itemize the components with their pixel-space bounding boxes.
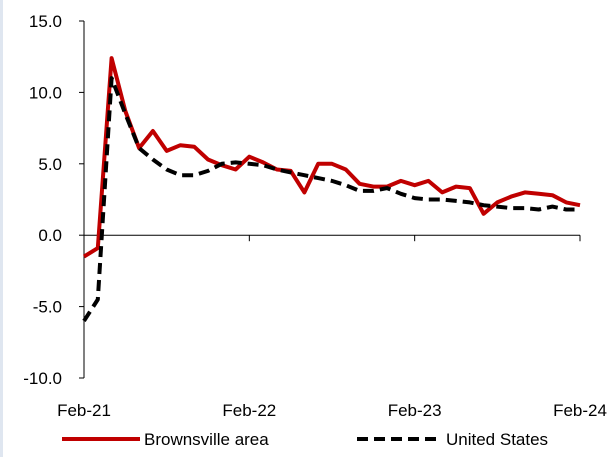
y-tick-label: 15.0 [29, 12, 62, 31]
y-tick-label: 10.0 [29, 83, 62, 102]
y-tick-label: 5.0 [38, 155, 62, 174]
y-tick-label: -10.0 [23, 369, 62, 388]
y-tick-label: 0.0 [38, 226, 62, 245]
x-tick-label: Feb-22 [222, 401, 276, 420]
brownsville-area-line [82, 56, 581, 259]
x-tick-label: Feb-21 [57, 401, 111, 420]
legend-label-brownsville-area: Brownsville area [144, 430, 269, 449]
y-tick-labels: -10.0 -5.0 0.0 5.0 10.0 15.0 [23, 12, 62, 388]
series-lines [82, 56, 581, 322]
legend-label-united-states: United States [446, 430, 548, 449]
x-tick-label: Feb-23 [388, 401, 442, 420]
x-tick-label: Feb-24 [553, 401, 607, 420]
y-tick-label: -5.0 [33, 298, 62, 317]
united-states-line [82, 76, 580, 322]
legend: Brownsville area United States [62, 430, 548, 449]
x-tick-labels: Feb-21 Feb-22 Feb-23 Feb-24 [57, 401, 607, 420]
